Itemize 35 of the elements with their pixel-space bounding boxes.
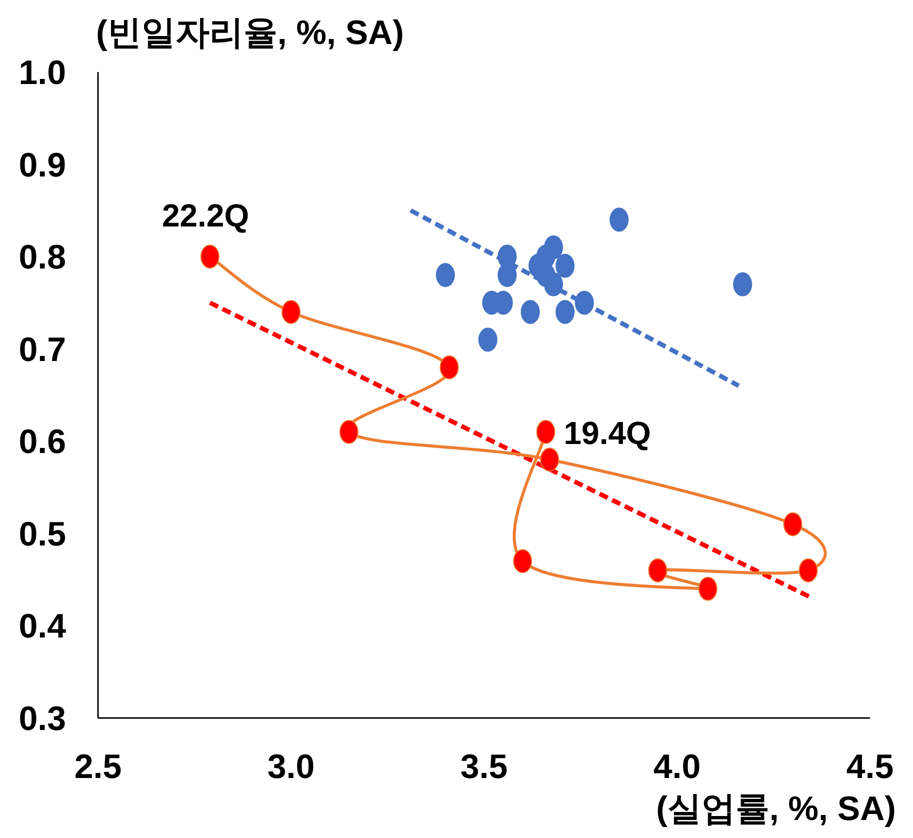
y-tick-label: 0.3 <box>18 700 66 738</box>
point <box>440 355 459 380</box>
point <box>513 549 532 574</box>
y-tick-label: 0.8 <box>18 238 66 277</box>
point <box>536 420 556 444</box>
point <box>339 420 358 444</box>
y-tick-label: 0.5 <box>18 515 66 554</box>
point <box>798 558 818 582</box>
x-tick-label: 3.0 <box>267 748 315 786</box>
point <box>556 300 575 324</box>
point <box>282 300 300 324</box>
point <box>698 576 718 601</box>
x-tick-label: 4.0 <box>653 748 701 786</box>
y-tick-label: 0.9 <box>18 146 66 184</box>
annotation: 22.2Q <box>162 198 250 234</box>
point <box>733 272 752 296</box>
point <box>520 300 540 324</box>
point <box>540 448 560 472</box>
x-tick-label: 3.5 <box>460 748 508 786</box>
y-axis-title: (빈일자리율, %, SA) <box>96 14 404 52</box>
point <box>610 208 629 232</box>
point <box>648 558 668 582</box>
point <box>783 512 802 536</box>
point <box>200 244 220 269</box>
y-tick-label: 0.7 <box>18 330 66 369</box>
point <box>436 263 455 288</box>
point <box>478 328 498 352</box>
x-axis-title: (실업률, %, SA) <box>656 790 896 828</box>
y-tick-label: 1.0 <box>18 54 66 92</box>
x-tick-label: 4.5 <box>846 748 894 786</box>
point <box>556 254 575 278</box>
x-tick-label: 2.5 <box>74 748 122 786</box>
annotation: 19.4Q <box>564 414 651 451</box>
y-tick-label: 0.6 <box>18 423 66 462</box>
y-tick-label: 0.4 <box>18 608 66 646</box>
